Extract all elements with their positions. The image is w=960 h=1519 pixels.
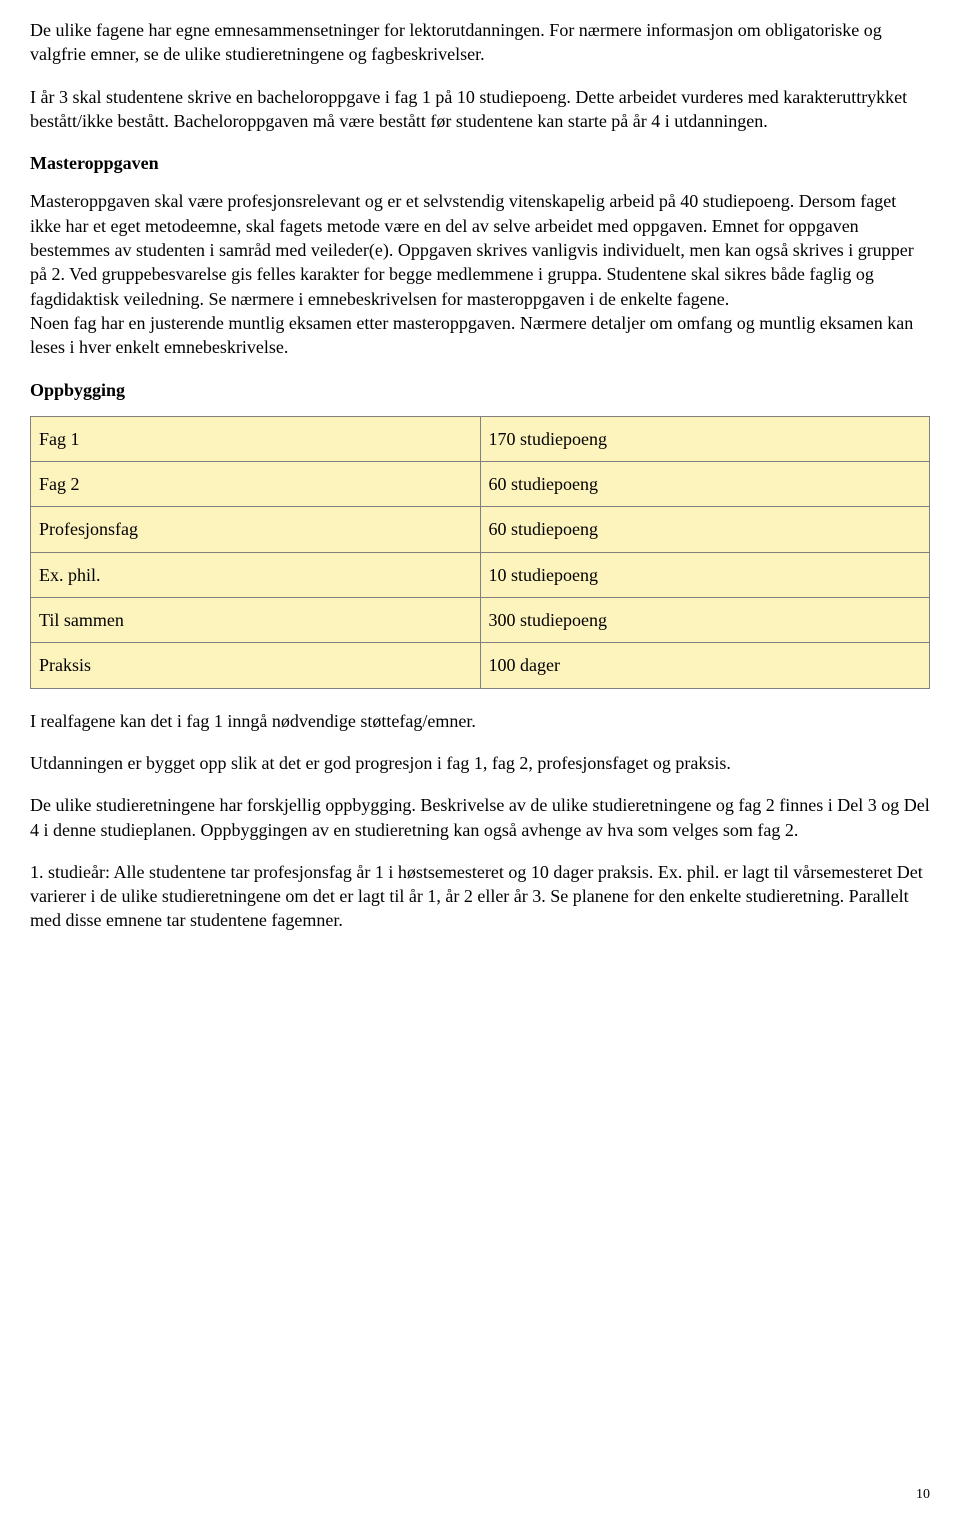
- oppbygging-table: Fag 1 170 studiepoeng Fag 2 60 studiepoe…: [30, 416, 930, 689]
- table-cell-value: 300 studiepoeng: [480, 598, 930, 643]
- table-cell-value: 60 studiepoeng: [480, 507, 930, 552]
- paragraph-master-a: Masteroppgaven skal være profesjonsrelev…: [30, 191, 914, 308]
- paragraph-master-b: Noen fag har en justerende muntlig eksam…: [30, 313, 913, 357]
- table-cell-value: 100 dager: [480, 643, 930, 688]
- heading-oppbygging: Oppbygging: [30, 378, 930, 402]
- table-row: Fag 2 60 studiepoeng: [31, 462, 930, 507]
- table-row: Profesjonsfag 60 studiepoeng: [31, 507, 930, 552]
- heading-masteroppgaven: Masteroppgaven: [30, 151, 930, 175]
- table-cell-label: Profesjonsfag: [31, 507, 481, 552]
- table-row: Til sammen 300 studiepoeng: [31, 598, 930, 643]
- paragraph-year3: I år 3 skal studentene skrive en bachelo…: [30, 85, 930, 134]
- paragraph-intro: De ulike fagene har egne emnesammensetni…: [30, 18, 930, 67]
- paragraph-master: Masteroppgaven skal være profesjonsrelev…: [30, 189, 930, 359]
- paragraph-studieretninger: De ulike studieretningene har forskjelli…: [30, 793, 930, 842]
- table-cell-label: Fag 2: [31, 462, 481, 507]
- table-row: Ex. phil. 10 studiepoeng: [31, 552, 930, 597]
- paragraph-studiear1: 1. studieår: Alle studentene tar profesj…: [30, 860, 930, 933]
- table-cell-label: Fag 1: [31, 416, 481, 461]
- paragraph-realfag: I realfagene kan det i fag 1 inngå nødve…: [30, 709, 930, 733]
- paragraph-progresjon: Utdanningen er bygget opp slik at det er…: [30, 751, 930, 775]
- table-cell-value: 170 studiepoeng: [480, 416, 930, 461]
- table-cell-label: Praksis: [31, 643, 481, 688]
- table-row: Praksis 100 dager: [31, 643, 930, 688]
- table-cell-label: Ex. phil.: [31, 552, 481, 597]
- table-row: Fag 1 170 studiepoeng: [31, 416, 930, 461]
- table-cell-label: Til sammen: [31, 598, 481, 643]
- page-number: 10: [916, 1486, 930, 1505]
- table-cell-value: 60 studiepoeng: [480, 462, 930, 507]
- table-cell-value: 10 studiepoeng: [480, 552, 930, 597]
